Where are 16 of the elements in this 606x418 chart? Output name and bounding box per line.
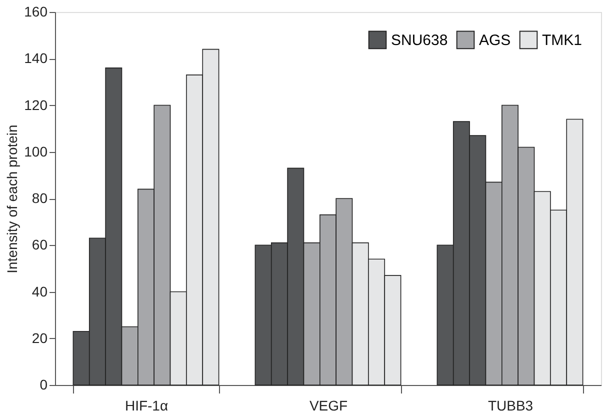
y-tick-label: 120 [24,96,48,113]
legend-label: TMK1 [542,32,582,49]
y-tick-label: 100 [24,143,48,160]
x-tick-label: TUBB3 [488,398,534,414]
y-tick-label: 60 [32,236,48,253]
y-tick-label: 0 [40,376,48,392]
y-tick-label: 40 [32,283,48,300]
legend-label: AGS [479,32,511,49]
x-tick-label: HIF-1α [124,398,168,414]
legend-label: SNU638 [391,32,448,49]
y-tick-label: 20 [32,330,48,346]
y-tick-label: 140 [24,50,48,66]
y-axis-title: Intensity of each protein [4,124,20,274]
y-tick-label: 160 [24,4,48,20]
y-tick-label: 80 [32,190,48,206]
x-tick-label: VEGF [309,398,348,414]
